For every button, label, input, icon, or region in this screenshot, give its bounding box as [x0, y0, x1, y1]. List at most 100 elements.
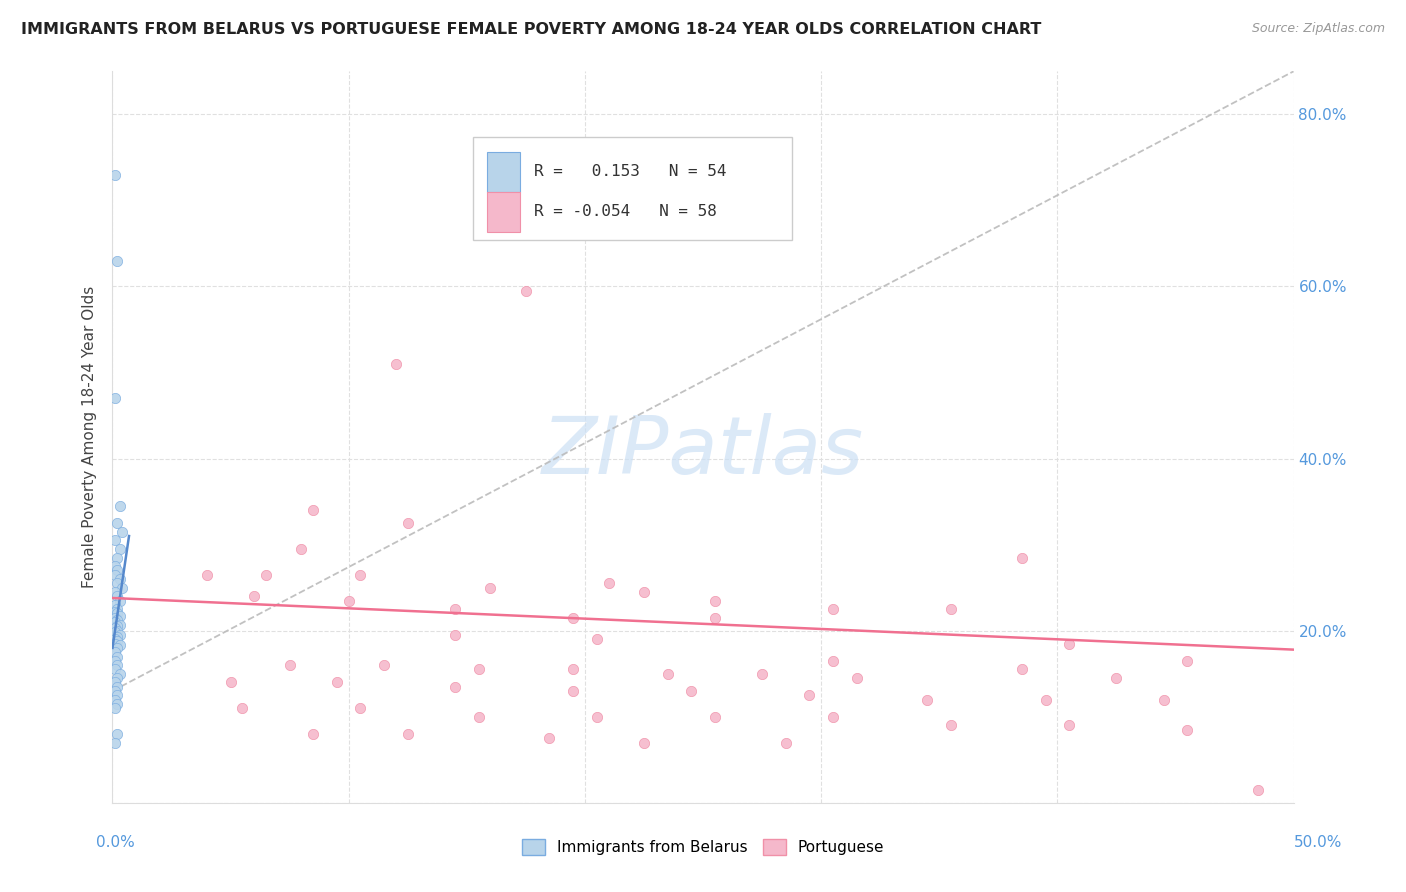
Point — [1247, 783, 1270, 797]
Point — [104, 735, 127, 749]
Point — [775, 735, 797, 749]
Point — [444, 628, 467, 642]
Point — [108, 541, 131, 556]
Point — [585, 632, 607, 647]
Point — [104, 567, 127, 582]
Point — [111, 524, 134, 539]
Point — [105, 624, 128, 638]
Point — [105, 680, 128, 694]
Point — [751, 666, 773, 681]
Point — [657, 666, 679, 681]
Point — [105, 602, 128, 616]
Point — [681, 684, 703, 698]
Point — [703, 593, 725, 607]
Point — [939, 718, 962, 732]
Point — [104, 559, 127, 574]
Point — [108, 628, 131, 642]
FancyBboxPatch shape — [486, 192, 520, 232]
Point — [290, 541, 312, 556]
Point — [703, 710, 725, 724]
Point — [108, 499, 131, 513]
Point — [104, 645, 127, 659]
Point — [1105, 671, 1128, 685]
Point — [254, 567, 277, 582]
Point — [105, 697, 128, 711]
Point — [703, 611, 725, 625]
Text: R = -0.054   N = 58: R = -0.054 N = 58 — [534, 204, 717, 219]
Point — [105, 649, 128, 664]
Point — [104, 392, 127, 406]
Point — [243, 589, 266, 603]
Point — [821, 602, 844, 616]
Point — [104, 533, 127, 548]
Point — [104, 621, 127, 635]
Point — [105, 671, 128, 685]
Point — [104, 625, 127, 640]
Point — [396, 727, 419, 741]
Point — [105, 607, 128, 621]
Point — [1011, 550, 1033, 565]
Point — [105, 727, 128, 741]
Point — [373, 658, 395, 673]
Point — [104, 675, 127, 690]
Point — [302, 503, 325, 517]
Point — [633, 735, 655, 749]
Point — [104, 692, 127, 706]
Point — [105, 634, 128, 648]
Text: Source: ZipAtlas.com: Source: ZipAtlas.com — [1251, 22, 1385, 36]
Point — [349, 701, 371, 715]
Point — [479, 581, 502, 595]
Point — [105, 640, 128, 655]
Point — [538, 731, 561, 746]
Point — [467, 710, 489, 724]
Point — [562, 611, 585, 625]
Point — [105, 658, 128, 673]
Point — [845, 671, 868, 685]
Point — [917, 692, 939, 706]
Point — [302, 727, 325, 741]
Text: IMMIGRANTS FROM BELARUS VS PORTUGUESE FEMALE POVERTY AMONG 18-24 YEAR OLDS CORRE: IMMIGRANTS FROM BELARUS VS PORTUGUESE FE… — [21, 22, 1042, 37]
Point — [1057, 637, 1080, 651]
Point — [444, 602, 467, 616]
Point — [633, 585, 655, 599]
Point — [1175, 723, 1198, 737]
Point — [515, 284, 537, 298]
Point — [219, 675, 242, 690]
Y-axis label: Female Poverty Among 18-24 Year Olds: Female Poverty Among 18-24 Year Olds — [82, 286, 97, 588]
Text: 50.0%: 50.0% — [1295, 836, 1343, 850]
Point — [108, 609, 131, 624]
Point — [799, 688, 821, 702]
Point — [108, 593, 131, 607]
Point — [104, 637, 127, 651]
Point — [231, 701, 253, 715]
Point — [108, 617, 131, 632]
Point — [105, 564, 128, 578]
Point — [104, 615, 127, 629]
Text: ZIPatlas: ZIPatlas — [541, 413, 865, 491]
Point — [1011, 662, 1033, 676]
Point — [104, 611, 127, 625]
Point — [396, 516, 419, 530]
Point — [467, 662, 489, 676]
Point — [108, 572, 131, 586]
Text: 0.0%: 0.0% — [96, 836, 135, 850]
Point — [195, 567, 218, 582]
Point — [104, 605, 127, 619]
Point — [108, 666, 131, 681]
Point — [105, 613, 128, 627]
FancyBboxPatch shape — [486, 152, 520, 192]
Point — [104, 654, 127, 668]
Point — [105, 253, 128, 268]
Point — [111, 581, 134, 595]
Point — [278, 658, 301, 673]
Point — [1175, 654, 1198, 668]
Point — [326, 675, 349, 690]
Legend: Immigrants from Belarus, Portuguese: Immigrants from Belarus, Portuguese — [516, 833, 890, 861]
Point — [105, 589, 128, 603]
Point — [821, 710, 844, 724]
Point — [104, 585, 127, 599]
Point — [562, 684, 585, 698]
Point — [104, 701, 127, 715]
Point — [598, 576, 620, 591]
Point — [1057, 718, 1080, 732]
